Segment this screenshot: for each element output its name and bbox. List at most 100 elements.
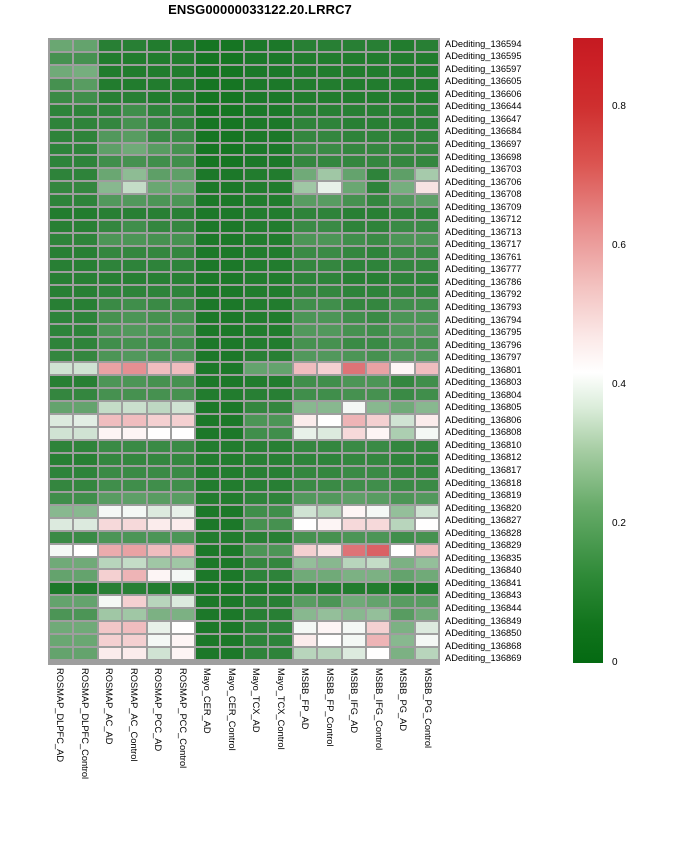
heatmap-cell: [245, 298, 268, 310]
heatmap-cell: [391, 518, 414, 530]
heatmap-cell: [74, 285, 97, 297]
heatmap-cell: [245, 104, 268, 116]
heatmap-cell: [171, 182, 195, 194]
heatmap-cell: [245, 182, 268, 194]
heatmap-cell: [318, 52, 341, 64]
heatmap-cell: [220, 285, 243, 297]
heatmap-cell: [366, 609, 390, 621]
heatmap-cell: [415, 234, 438, 245]
heatmap-cell: [98, 518, 122, 530]
heatmap-cell: [342, 104, 365, 116]
heatmap-cell: [415, 557, 438, 569]
heatmap-cell: [318, 285, 341, 297]
heatmap-cell: [269, 65, 292, 77]
column-label: ROSMAP_PCC_AD: [153, 668, 164, 752]
heatmap-cell: [293, 596, 317, 608]
row-label: ADediting_136801: [445, 364, 522, 375]
heatmap-cell: [415, 208, 438, 220]
heatmap-cell: [342, 492, 365, 504]
heatmap-cell: [123, 376, 146, 388]
heatmap-cell: [74, 272, 97, 284]
heatmap-cell: [98, 337, 122, 349]
heatmap-cell: [220, 531, 243, 543]
heatmap-cell: [415, 609, 438, 621]
row-label: ADediting_136644: [445, 101, 522, 112]
heatmap-cell: [366, 195, 390, 207]
heatmap-cell: [318, 208, 341, 220]
heatmap-cell: [245, 117, 268, 129]
heatmap-cell: [318, 324, 341, 336]
heatmap-cell: [293, 609, 317, 621]
heatmap-cell: [196, 531, 219, 543]
heatmap-cell: [415, 221, 438, 233]
heatmap-cell: [318, 454, 341, 465]
heatmap-cell: [342, 648, 365, 659]
heatmap-cell: [318, 337, 341, 349]
heatmap-cell: [415, 285, 438, 297]
heatmap-cell: [98, 143, 122, 155]
heatmap-cell: [220, 583, 243, 595]
heatmap-cell: [269, 363, 292, 375]
heatmap-cell: [74, 324, 97, 336]
heatmap-cell: [196, 298, 219, 310]
heatmap-cell: [98, 65, 122, 77]
heatmap-cell: [391, 195, 414, 207]
heatmap-cell: [220, 454, 243, 465]
heatmap-cell: [366, 298, 390, 310]
heatmap-cell: [98, 104, 122, 116]
heatmap-cell: [50, 156, 73, 168]
heatmap-cell: [74, 52, 97, 64]
heatmap-cell: [245, 221, 268, 233]
heatmap-cell: [220, 40, 243, 51]
heatmap-cell: [74, 117, 97, 129]
heatmap-cell: [269, 596, 292, 608]
heatmap-cell: [171, 285, 195, 297]
heatmap-cell: [293, 337, 317, 349]
heatmap-cell: [366, 466, 390, 478]
heatmap-cell: [245, 635, 268, 647]
heatmap-cell: [50, 402, 73, 414]
heatmap-cell: [123, 441, 146, 452]
heatmap-cell: [74, 428, 97, 440]
column-label: MSBB_FP_Control: [324, 668, 335, 747]
heatmap-cell: [50, 40, 73, 51]
heatmap-cell: [415, 505, 438, 517]
heatmap-cell: [391, 247, 414, 258]
heatmap-cell: [147, 52, 170, 64]
heatmap-cell: [147, 182, 170, 194]
heatmap-cell: [50, 285, 73, 297]
heatmap-cell: [245, 376, 268, 388]
heatmap-cell: [147, 557, 170, 569]
heatmap-cell: [50, 415, 73, 427]
heatmap-cell: [196, 570, 219, 582]
heatmap-cell: [50, 259, 73, 271]
heatmap-cell: [366, 415, 390, 427]
heatmap-cell: [269, 169, 292, 181]
heatmap-cell: [123, 78, 146, 90]
heatmap-cell: [269, 117, 292, 129]
heatmap-cell: [123, 195, 146, 207]
heatmap-cell: [318, 479, 341, 491]
heatmap-cell: [147, 428, 170, 440]
heatmap-cell: [245, 402, 268, 414]
heatmap-cell: [415, 156, 438, 168]
heatmap-cell: [293, 492, 317, 504]
heatmap-cell: [50, 65, 73, 77]
heatmap-cell: [415, 544, 438, 556]
heatmap-cell: [391, 570, 414, 582]
heatmap-cell: [342, 65, 365, 77]
heatmap-cell: [318, 648, 341, 659]
heatmap-cell: [196, 221, 219, 233]
heatmap-cell: [415, 492, 438, 504]
heatmap-cell: [123, 531, 146, 543]
heatmap-cell: [342, 169, 365, 181]
heatmap-cell: [293, 104, 317, 116]
heatmap-cell: [366, 324, 390, 336]
heatmap-cell: [74, 505, 97, 517]
heatmap-cell: [366, 117, 390, 129]
heatmap-cell: [391, 557, 414, 569]
heatmap-cell: [123, 117, 146, 129]
heatmap-cell: [98, 454, 122, 465]
heatmap-cell: [366, 505, 390, 517]
heatmap-cell: [50, 479, 73, 491]
